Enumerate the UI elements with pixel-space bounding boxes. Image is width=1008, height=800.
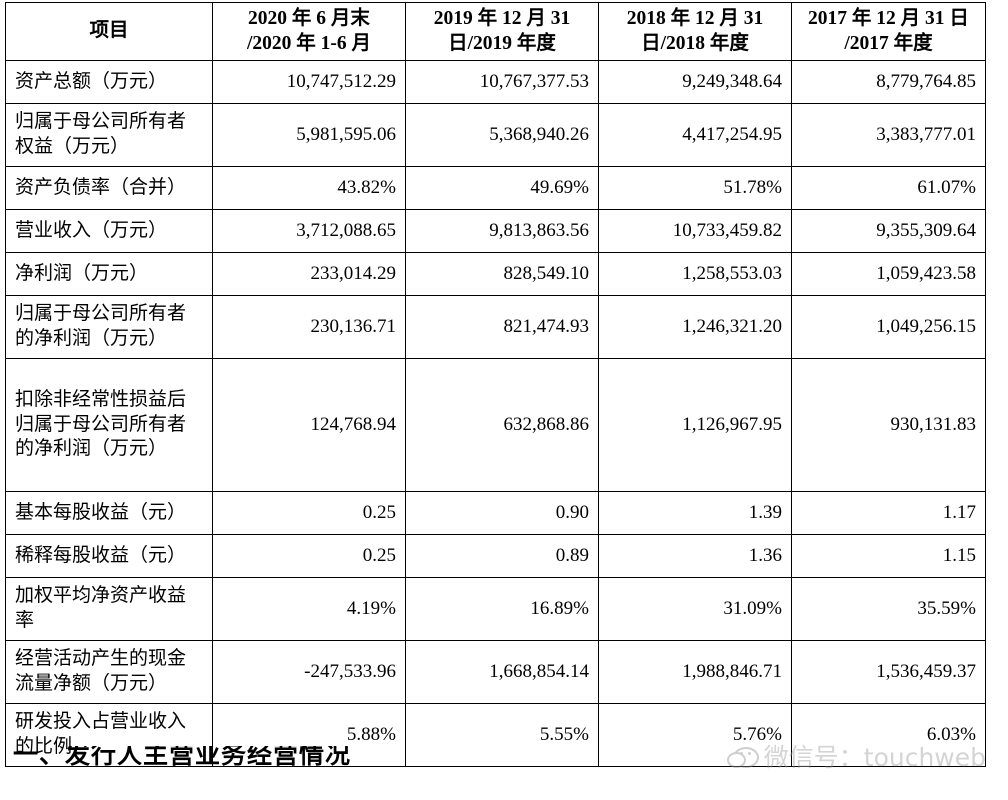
- row-value: 31.09%: [598, 577, 792, 641]
- row-value: 8,779,764.85: [791, 60, 986, 104]
- column-header-2019-line2: 日/2019 年度: [448, 32, 556, 54]
- table-row: 资产总额（万元） 10,747,512.29 10,767,377.53 9,2…: [5, 60, 986, 104]
- row-value: 9,249,348.64: [598, 60, 792, 104]
- row-label: 营业收入（万元）: [5, 209, 213, 253]
- column-header-2019: 2019 年 12 月 31 日/2019 年度: [405, 2, 599, 61]
- row-label: 归属于母公司所有者权益（万元）: [5, 103, 213, 167]
- column-header-item: 项目: [5, 2, 213, 61]
- row-value: 1,536,459.37: [791, 640, 986, 704]
- row-value: 1,988,846.71: [598, 640, 792, 704]
- table-row: 研发投入占营业收入的比例 5.88% 5.55% 5.76% 6.03%: [5, 703, 986, 767]
- row-value: 3,383,777.01: [791, 103, 986, 167]
- table-body: 资产总额（万元） 10,747,512.29 10,767,377.53 9,2…: [5, 60, 986, 767]
- table-row: 扣除非经常性损益后归属于母公司所有者的净利润（万元） 124,768.94 63…: [5, 358, 986, 492]
- row-value: 233,014.29: [212, 252, 406, 296]
- row-label: 资产负债率（合并）: [5, 166, 213, 210]
- column-header-2017-line1: 2017 年 12 月 31 日: [808, 7, 969, 29]
- row-label: 基本每股收益（元）: [5, 491, 213, 535]
- table-row: 归属于母公司所有者的净利润（万元） 230,136.71 821,474.93 …: [5, 295, 986, 359]
- row-value: 1,258,553.03: [598, 252, 792, 296]
- column-header-2019-line1: 2019 年 12 月 31: [433, 7, 571, 29]
- row-value: 0.90: [405, 491, 599, 535]
- row-value: 821,474.93: [405, 295, 599, 359]
- column-header-2018-line2: 日/2018 年度: [641, 32, 749, 54]
- row-value: 1.15: [791, 534, 986, 578]
- row-label: 研发投入占营业收入的比例: [5, 703, 213, 767]
- row-value: 5,981,595.06: [212, 103, 406, 167]
- row-value: 930,131.83: [791, 358, 986, 492]
- row-value: 1,059,423.58: [791, 252, 986, 296]
- row-value: 9,355,309.64: [791, 209, 986, 253]
- column-header-2020-line2: /2020 年 1-6 月: [246, 32, 372, 54]
- row-value: 10,747,512.29: [212, 60, 406, 104]
- row-value: 10,733,459.82: [598, 209, 792, 253]
- watermark: 微信号：touchweb: [726, 743, 986, 772]
- table-header-row: 项目 2020 年 6 月末 /2020 年 1-6 月 2019 年 12 月…: [5, 2, 986, 61]
- row-value: 43.82%: [212, 166, 406, 210]
- row-label: 净利润（万元）: [5, 252, 213, 296]
- row-value: 1.17: [791, 491, 986, 535]
- row-value: 6.03%: [791, 703, 986, 767]
- watermark-text: 微信号：touchweb: [763, 743, 986, 772]
- row-label: 归属于母公司所有者的净利润（万元）: [5, 295, 213, 359]
- section-heading-text: 一、发行人主营业务经营情况: [13, 746, 352, 768]
- row-value: 4,417,254.95: [598, 103, 792, 167]
- table-row: 营业收入（万元） 3,712,088.65 9,813,863.56 10,73…: [5, 209, 986, 253]
- row-value: 16.89%: [405, 577, 599, 641]
- row-value: 632,868.86: [405, 358, 599, 492]
- table-row: 归属于母公司所有者权益（万元） 5,981,595.06 5,368,940.2…: [5, 103, 986, 167]
- table-row: 经营活动产生的现金流量净额（万元） -247,533.96 1,668,854.…: [5, 640, 986, 704]
- column-header-2018: 2018 年 12 月 31 日/2018 年度: [598, 2, 792, 61]
- table-row: 加权平均净资产收益率 4.19% 16.89% 31.09% 35.59%: [5, 577, 986, 641]
- row-value: 9,813,863.56: [405, 209, 599, 253]
- row-value: 1.36: [598, 534, 792, 578]
- financial-summary-table: 项目 2020 年 6 月末 /2020 年 1-6 月 2019 年 12 月…: [5, 2, 986, 767]
- row-value: 49.69%: [405, 166, 599, 210]
- row-value: 1,246,321.20: [598, 295, 792, 359]
- row-value: 5,368,940.26: [405, 103, 599, 167]
- row-label: 资产总额（万元）: [5, 60, 213, 104]
- financial-table: 项目 2020 年 6 月末 /2020 年 1-6 月 2019 年 12 月…: [5, 2, 986, 767]
- column-header-2017: 2017 年 12 月 31 日 /2017 年度: [791, 2, 986, 61]
- row-label: 经营活动产生的现金流量净额（万元）: [5, 640, 213, 704]
- row-label: 加权平均净资产收益率: [5, 577, 213, 641]
- table-header: 项目 2020 年 6 月末 /2020 年 1-6 月 2019 年 12 月…: [5, 2, 986, 61]
- row-value: 124,768.94: [212, 358, 406, 492]
- row-value: 51.78%: [598, 166, 792, 210]
- row-value: 0.25: [212, 534, 406, 578]
- row-value: 5.88%: [212, 703, 406, 767]
- row-value: 5.76%: [598, 703, 792, 767]
- column-header-2018-line1: 2018 年 12 月 31: [626, 7, 764, 29]
- row-value: 1,049,256.15: [791, 295, 986, 359]
- table-row: 基本每股收益（元） 0.25 0.90 1.39 1.17: [5, 491, 986, 535]
- row-value: 61.07%: [791, 166, 986, 210]
- row-value: 1.39: [598, 491, 792, 535]
- table-row: 资产负债率（合并） 43.82% 49.69% 51.78% 61.07%: [5, 166, 986, 210]
- row-value: 828,549.10: [405, 252, 599, 296]
- row-value: 0.25: [212, 491, 406, 535]
- row-value: 35.59%: [791, 577, 986, 641]
- row-value: 5.55%: [405, 703, 599, 767]
- column-header-2020-line1: 2020 年 6 月末: [248, 7, 370, 29]
- wechat-icon: [726, 745, 759, 771]
- row-value: 1,668,854.14: [405, 640, 599, 704]
- table-row: 稀释每股收益（元） 0.25 0.89 1.36 1.15: [5, 534, 986, 578]
- row-value: 4.19%: [212, 577, 406, 641]
- table-row: 净利润（万元） 233,014.29 828,549.10 1,258,553.…: [5, 252, 986, 296]
- column-header-2017-line2: /2017 年度: [844, 32, 933, 54]
- row-value: 230,136.71: [212, 295, 406, 359]
- row-value: -247,533.96: [212, 640, 406, 704]
- column-header-item-line1: 项目: [89, 20, 129, 42]
- section-heading: 一、发行人主营业务经营情况: [13, 746, 493, 768]
- row-label: 稀释每股收益（元）: [5, 534, 213, 578]
- column-header-2020: 2020 年 6 月末 /2020 年 1-6 月: [212, 2, 406, 61]
- row-value: 1,126,967.95: [598, 358, 792, 492]
- row-label: 扣除非经常性损益后归属于母公司所有者的净利润（万元）: [5, 358, 213, 492]
- row-value: 0.89: [405, 534, 599, 578]
- row-value: 3,712,088.65: [212, 209, 406, 253]
- row-value: 10,767,377.53: [405, 60, 599, 104]
